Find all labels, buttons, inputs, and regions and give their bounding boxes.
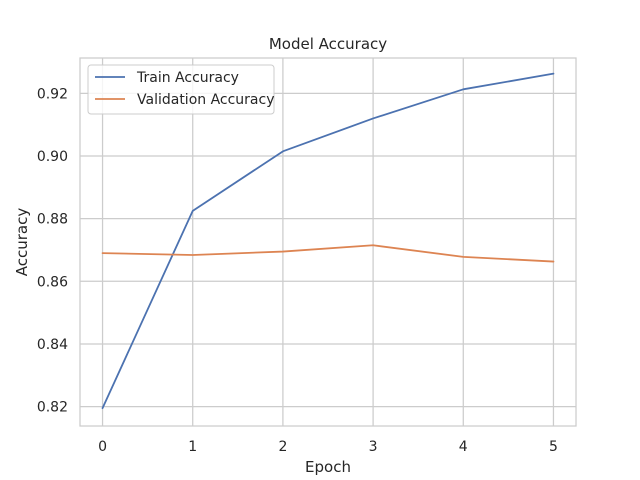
x-tick-label: 2 xyxy=(278,439,287,455)
grid-lines xyxy=(80,58,576,426)
y-tick-label: 0.82 xyxy=(37,400,68,416)
y-tick-label: 0.92 xyxy=(37,86,68,102)
x-tick-label: 5 xyxy=(549,439,558,455)
validation-accuracy-line xyxy=(101,244,555,263)
y-tick-label: 0.90 xyxy=(37,149,68,165)
y-axis-label: Accuracy xyxy=(13,208,31,277)
tick-labels: 0 1 2 3 4 5 0.82 0.84 0.86 0.88 0.90 0.92 xyxy=(37,86,558,455)
series-lines xyxy=(101,72,555,410)
legend-label-train: Train Accuracy xyxy=(136,70,239,86)
x-tick-label: 4 xyxy=(459,439,468,455)
chart-title: Model Accuracy xyxy=(269,35,387,53)
x-tick-label: 3 xyxy=(369,439,378,455)
x-axis-label: Epoch xyxy=(305,458,351,476)
y-tick-label: 0.84 xyxy=(37,337,68,353)
y-tick-label: 0.86 xyxy=(37,274,68,290)
x-tick-label: 0 xyxy=(98,439,107,455)
y-tick-label: 0.88 xyxy=(37,212,68,228)
plot-area xyxy=(80,58,576,426)
train-accuracy-line xyxy=(101,72,555,410)
legend: Train Accuracy Validation Accuracy xyxy=(87,64,275,115)
legend-box xyxy=(87,64,275,115)
legend-label-validation: Validation Accuracy xyxy=(137,92,275,108)
plot-frame xyxy=(79,57,577,427)
x-tick-label: 1 xyxy=(188,439,197,455)
